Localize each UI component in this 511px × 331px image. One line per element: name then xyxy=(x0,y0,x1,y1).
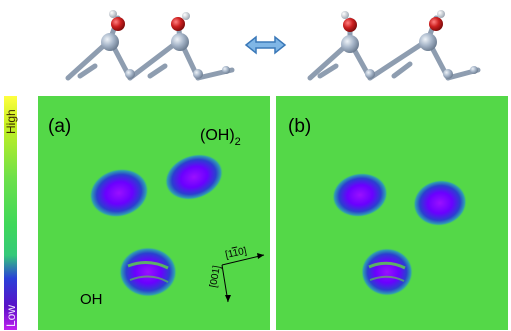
molecule-model-left xyxy=(65,10,235,81)
colorbar-low-label: Low xyxy=(4,305,18,327)
oh-single-spot xyxy=(119,247,177,297)
axis-001-label: [001] xyxy=(208,264,223,288)
oh-pair-spot-right xyxy=(164,153,224,201)
double-headed-arrow-icon xyxy=(244,35,287,55)
molecule-model-right xyxy=(307,10,481,81)
crystal-axes: [110] [001] xyxy=(208,246,265,303)
panel-a-label: (a) xyxy=(48,116,71,137)
oh-single-spot-b xyxy=(361,248,413,296)
panel-b-label: (b) xyxy=(288,116,311,137)
axis-1-10-label: [110] xyxy=(224,246,248,261)
colorbar: High Low xyxy=(4,96,18,330)
oh-pair-spot-left xyxy=(89,168,149,218)
oh-pair-spot-left-b xyxy=(332,172,388,218)
colorbar-high-label: High xyxy=(4,109,18,134)
stm-panel-b: (b) xyxy=(276,96,508,330)
oh-label: OH xyxy=(80,291,103,308)
oh-pair-spot-right-b xyxy=(413,179,467,227)
oh2-label: (OH)2 xyxy=(200,127,241,148)
stm-panel-a: (a) (OH)2 OH [110] [001] xyxy=(38,96,270,330)
